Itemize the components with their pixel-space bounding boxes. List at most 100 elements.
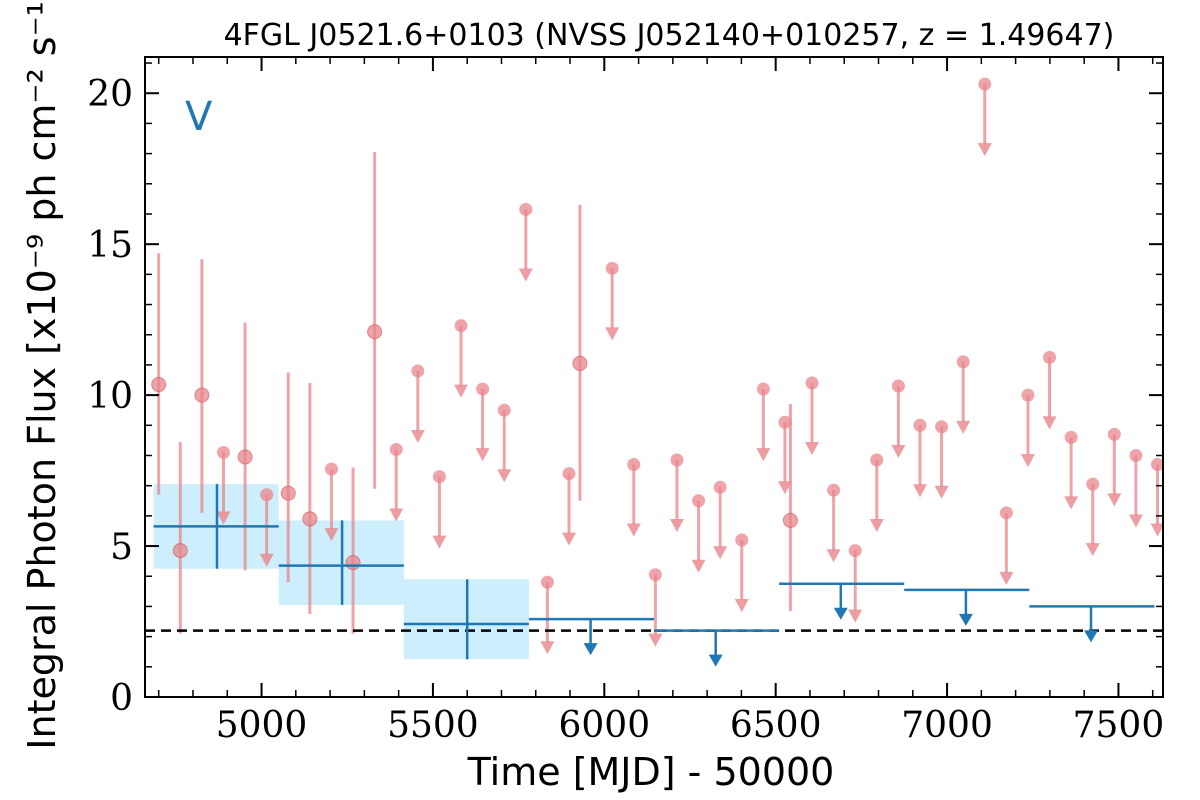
- short-bin-upper-limit-arrowhead: [1107, 493, 1122, 507]
- short-bin-upper-limit-arrowhead: [324, 528, 339, 542]
- short-bin-upper-limit-arrowhead: [648, 633, 663, 647]
- short-bin-upper-limit-point: [827, 483, 841, 497]
- short-bin-point: [302, 511, 318, 527]
- short-bin-point: [572, 355, 588, 371]
- short-bin-upper-limit-point: [1129, 448, 1143, 462]
- short-bin-upper-limit-point: [735, 533, 749, 547]
- short-bin-upper-limit-arrowhead: [756, 448, 771, 462]
- short-bin-upper-limit-arrowhead: [891, 445, 906, 459]
- short-bin-upper-limit-point: [476, 382, 490, 396]
- short-bin-upper-limit-arrowhead: [956, 420, 971, 434]
- short-bin-upper-limit-point: [913, 418, 927, 432]
- x-axis-label: Time [MJD] - 50000: [467, 750, 835, 794]
- y-tick-label: 20: [87, 74, 133, 115]
- y-axis-label: Integral Photon Flux [x10⁻⁹ ph cm⁻² s⁻¹]: [20, 0, 64, 750]
- short-bin-upper-limit-point: [670, 453, 684, 467]
- short-bin-point: [367, 324, 383, 340]
- x-tick-label: 6500: [730, 705, 822, 746]
- short-bin-upper-limit-arrowhead: [475, 448, 490, 462]
- short-bin-upper-limit-point: [497, 403, 511, 417]
- short-bin-upper-limit-arrowhead: [912, 484, 927, 498]
- short-bin-upper-limit-arrowhead: [691, 559, 706, 573]
- short-bin-upper-limit-point: [216, 445, 230, 459]
- short-bin-upper-limit-point: [605, 261, 619, 275]
- short-bin-upper-limit-arrowhead: [432, 535, 447, 549]
- short-bin-upper-limit-point: [756, 382, 770, 396]
- short-bin-upper-limit-arrowhead: [848, 609, 863, 623]
- short-bin-point: [237, 449, 253, 465]
- short-bin-upper-limit-arrowhead: [561, 532, 576, 546]
- short-bin-upper-limit-point: [1086, 477, 1100, 491]
- short-bin-point: [151, 377, 167, 393]
- y-tick-label: 0: [110, 678, 133, 719]
- short-bin-upper-limit-point: [1064, 430, 1078, 444]
- x-tick-label: 5500: [387, 705, 479, 746]
- short-bin-upper-limit-arrowhead: [216, 511, 231, 525]
- short-bin-upper-limit-arrowhead: [626, 523, 641, 537]
- short-bin-upper-limit-arrowhead: [977, 143, 992, 157]
- short-bin-upper-limit-arrowhead: [805, 442, 820, 456]
- short-bin-upper-limit-point: [648, 568, 662, 582]
- short-bin-upper-limit-point: [411, 364, 425, 378]
- short-bin-upper-limit-point: [324, 462, 338, 476]
- short-bin-upper-limit-point: [1151, 458, 1165, 472]
- short-bin-upper-limit-arrowhead: [518, 268, 533, 282]
- short-bin-point: [782, 512, 798, 528]
- short-bin-upper-limit-arrowhead: [454, 384, 469, 398]
- short-bin-upper-limit-point: [1043, 350, 1057, 364]
- short-bin-upper-limit-arrowhead: [259, 553, 274, 567]
- y-tick-label: 15: [87, 225, 133, 266]
- short-bin-upper-limit-point: [627, 458, 641, 472]
- short-bin-upper-limit-arrowhead: [777, 481, 792, 495]
- short-bin-upper-limit-point: [870, 453, 884, 467]
- short-bin-upper-limit-arrowhead: [540, 641, 555, 655]
- short-bin-upper-limit-point: [540, 575, 554, 589]
- short-bin-upper-limit-arrowhead: [999, 571, 1014, 585]
- short-bin-upper-limit-arrowhead: [869, 519, 884, 533]
- long-bin-upper-limit-arrowhead: [708, 654, 723, 667]
- short-bin-upper-limit-arrowhead: [934, 485, 949, 499]
- x-tick-label: 6000: [558, 705, 650, 746]
- y-tick-label: 5: [110, 527, 133, 568]
- long-bin-upper-limit-arrowhead: [833, 607, 848, 620]
- short-bin-upper-limit-arrowhead: [1085, 543, 1100, 557]
- short-bin-upper-limit-point: [692, 494, 706, 508]
- short-bin-upper-limit-point: [713, 480, 727, 494]
- short-bin-upper-limit-arrowhead: [669, 519, 684, 533]
- short-bin-point: [172, 543, 188, 559]
- short-bin-point: [280, 485, 296, 501]
- x-tick-label: 7500: [1073, 705, 1165, 746]
- short-bin-upper-limit-point: [1021, 388, 1035, 402]
- long-bin-upper-limit-arrowhead: [583, 643, 598, 656]
- y-tick-label: 10: [87, 376, 133, 417]
- long-bin-upper-limit-arrowhead: [1084, 630, 1099, 643]
- short-bin-upper-limit-point: [848, 544, 862, 558]
- short-bin-upper-limit-arrowhead: [826, 549, 841, 563]
- short-bin-upper-limit-point: [432, 470, 446, 484]
- short-bin-upper-limit-point: [562, 467, 576, 481]
- short-bin-upper-limit-point: [978, 77, 992, 91]
- short-bin-upper-limit-arrowhead: [410, 429, 425, 443]
- short-bin-upper-limit-point: [260, 488, 274, 502]
- short-bin-upper-limit-point: [891, 379, 905, 393]
- short-bin-upper-limit-arrowhead: [605, 327, 620, 341]
- short-bin-upper-limit-arrowhead: [1150, 523, 1165, 537]
- short-bin-upper-limit-arrowhead: [1020, 454, 1035, 468]
- short-bin-upper-limit-point: [956, 355, 970, 369]
- short-bin-point: [194, 387, 210, 403]
- x-tick-label: 7000: [901, 705, 993, 746]
- chart-title: 4FGL J0521.6+0103 (NVSS J052140+010257, …: [224, 18, 1115, 53]
- short-bin-upper-limit-point: [454, 319, 468, 333]
- short-bin-upper-limit-point: [1107, 427, 1121, 441]
- short-bin-upper-limit-arrowhead: [734, 599, 749, 613]
- short-bin-point: [345, 555, 361, 571]
- long-bin-upper-limit-arrowhead: [958, 613, 973, 626]
- short-bin-upper-limit-arrowhead: [713, 546, 728, 560]
- short-bin-upper-limit-point: [389, 442, 403, 456]
- short-bin-upper-limit-arrowhead: [497, 469, 512, 483]
- short-bin-upper-limit-arrowhead: [389, 508, 404, 522]
- plot-frame: [144, 56, 1164, 698]
- short-bin-upper-limit-point: [999, 506, 1013, 520]
- short-bin-upper-limit-arrowhead: [1064, 496, 1079, 510]
